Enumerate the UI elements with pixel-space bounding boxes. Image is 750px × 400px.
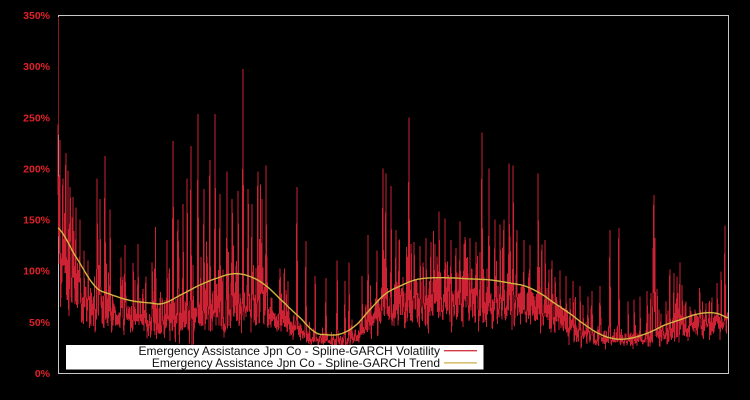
svg-text:50%: 50%: [29, 317, 51, 329]
svg-text:350%: 350%: [23, 10, 51, 22]
svg-text:250%: 250%: [23, 112, 51, 124]
svg-text:0%: 0%: [35, 368, 51, 380]
svg-text:Emergency Assistance Jpn Co -: Emergency Assistance Jpn Co - Spline-GAR…: [139, 344, 440, 358]
svg-text:150%: 150%: [23, 215, 51, 227]
svg-text:300%: 300%: [23, 61, 51, 73]
svg-text:100%: 100%: [23, 266, 51, 278]
svg-text:200%: 200%: [23, 163, 51, 175]
svg-text:Emergency Assistance Jpn Co -: Emergency Assistance Jpn Co - Spline-GAR…: [152, 356, 440, 370]
